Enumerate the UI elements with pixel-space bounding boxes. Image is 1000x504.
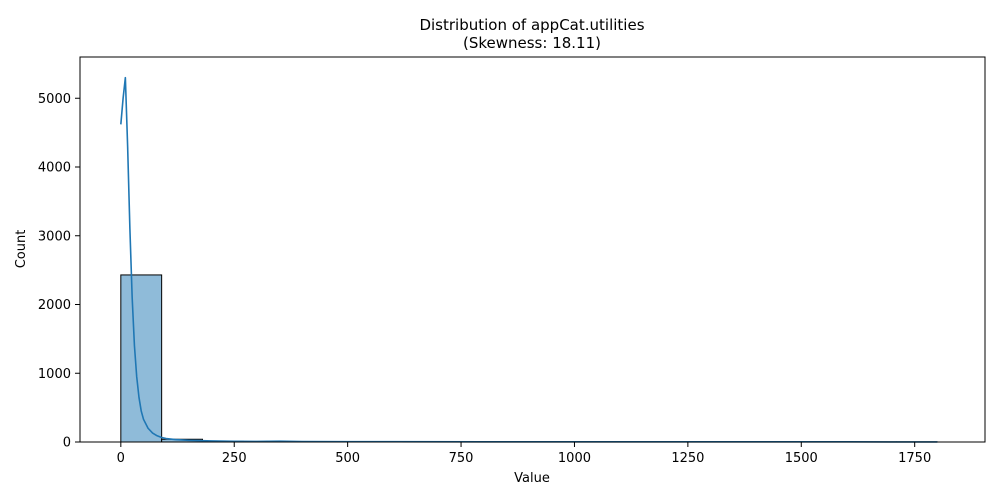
x-tick-label: 250 [222,451,247,466]
x-axis-ticks: 0 250 500 750 1000 1250 1500 1750 [117,442,932,466]
x-tick-label: 750 [449,451,474,466]
y-tick-label: 5000 [38,92,71,107]
y-axis-ticks: 0 1000 2000 3000 4000 5000 [38,92,80,451]
x-tick-label: 1750 [898,451,931,466]
chart-subtitle: (Skewness: 18.11) [463,34,601,52]
y-tick-label: 1000 [38,367,71,382]
y-tick-label: 2000 [38,298,71,313]
chart-title: Distribution of appCat.utilities [419,16,644,34]
plot-frame [80,57,985,442]
y-tick-label: 3000 [38,229,71,244]
x-tick-label: 0 [117,451,125,466]
x-tick-label: 500 [335,451,360,466]
x-tick-label: 1250 [671,451,704,466]
histogram-bar [121,275,162,442]
x-tick-label: 1500 [785,451,818,466]
kde-line [121,78,938,442]
y-tick-label: 4000 [38,161,71,176]
histogram-bars [121,275,938,442]
kde-curve-group [121,78,938,442]
x-axis-label: Value [514,471,550,486]
y-axis-label: Count [14,230,29,269]
y-tick-label: 0 [63,436,71,451]
x-tick-label: 1000 [558,451,591,466]
